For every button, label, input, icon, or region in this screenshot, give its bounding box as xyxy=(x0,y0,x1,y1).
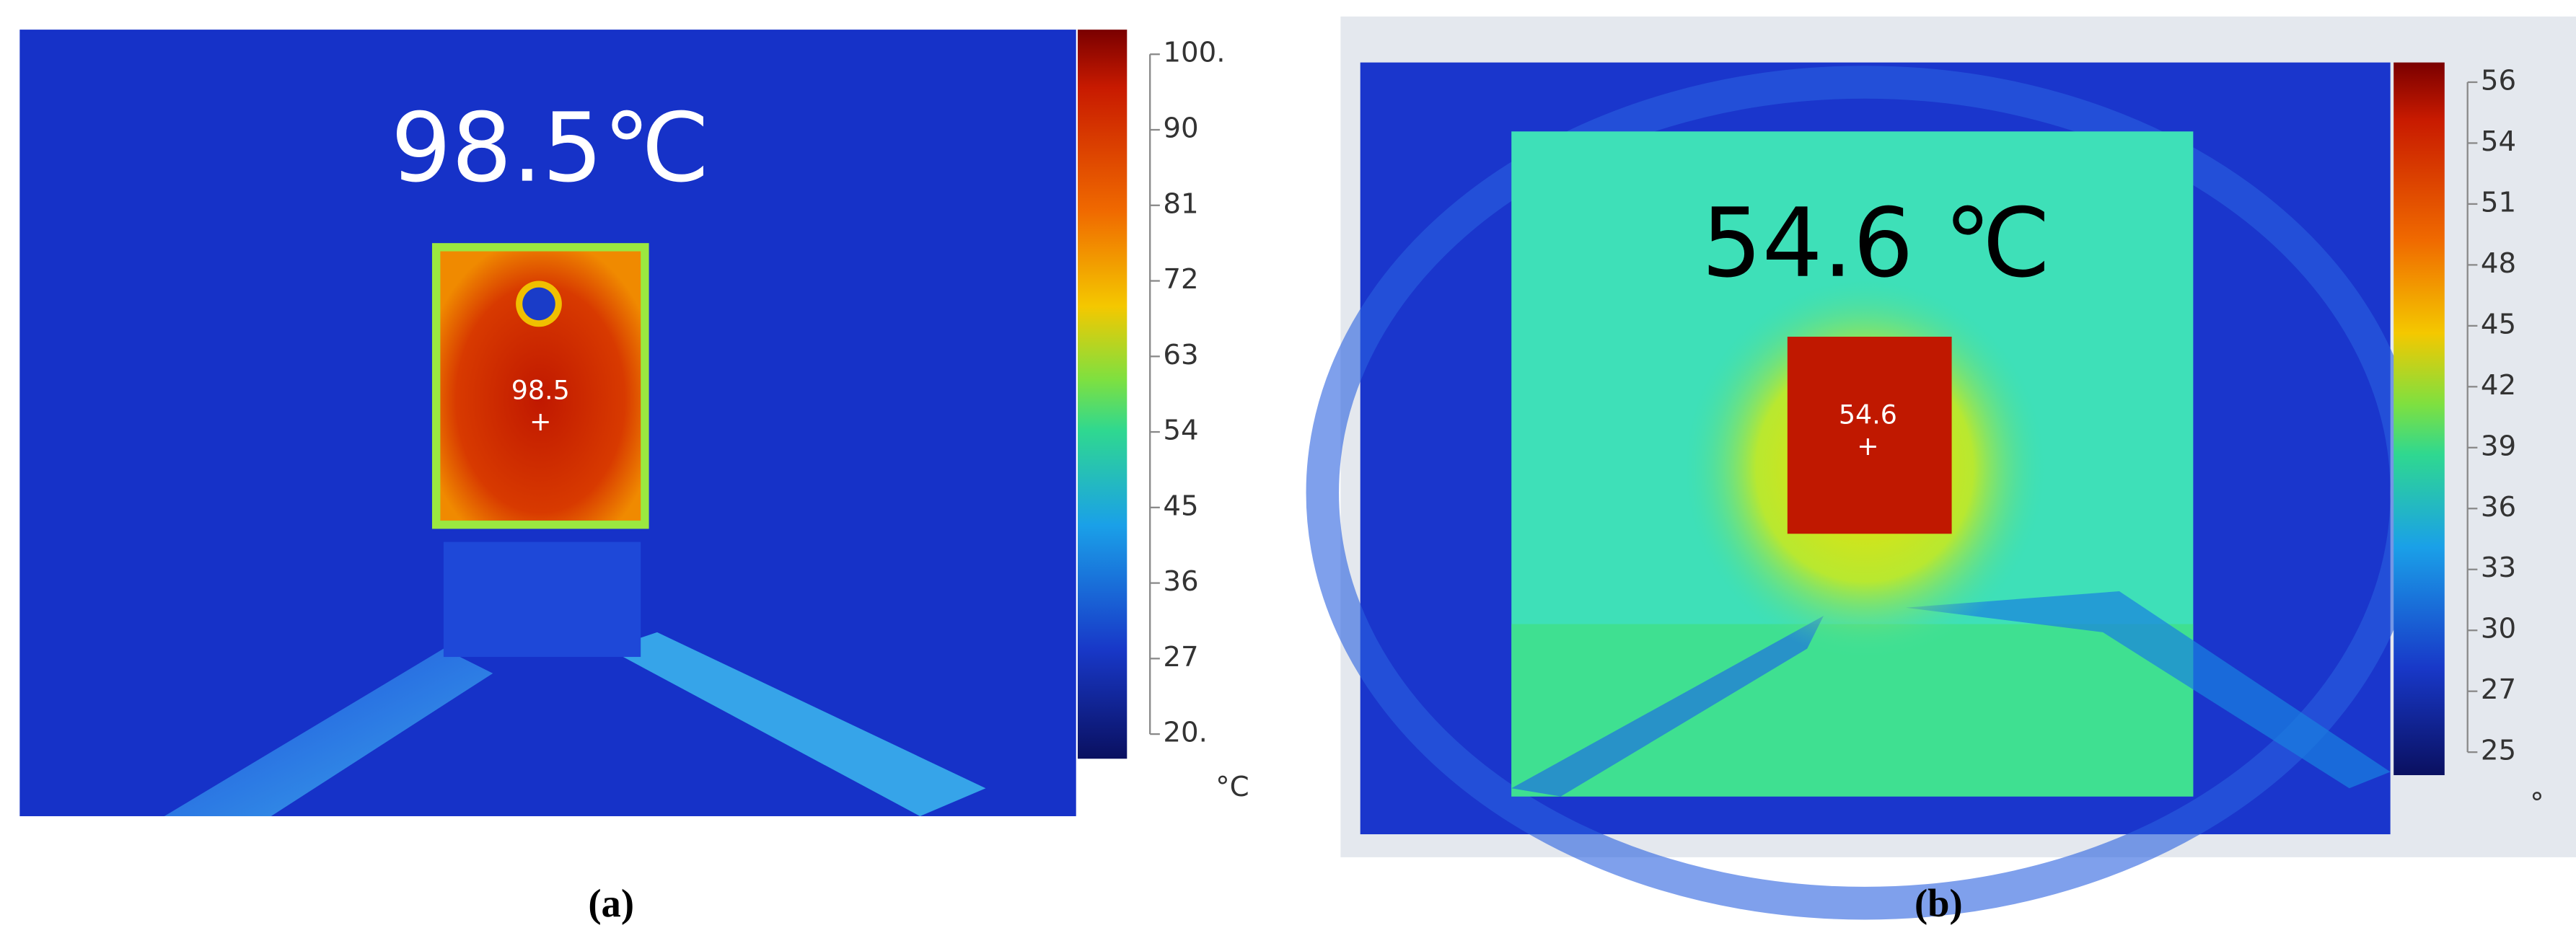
scale-label: 56 xyxy=(2481,64,2516,97)
caption-text: (a) xyxy=(588,881,634,925)
scale-label: 54 xyxy=(2481,125,2516,158)
scale-label: 51 xyxy=(2481,186,2516,218)
scale-label: 36 xyxy=(2481,491,2516,523)
scale-label: 45 xyxy=(2481,308,2516,340)
scale-label: 30 xyxy=(2481,613,2516,645)
scale-label: 25 xyxy=(2481,735,2516,767)
scale-label: 36 xyxy=(1163,565,1198,598)
caption: (a) xyxy=(588,881,634,925)
temperature-readout: 98.5℃ xyxy=(391,93,710,204)
caption: (b) xyxy=(1915,881,1963,925)
spot-marker: + xyxy=(529,406,552,437)
panel-b: 54.6 ℃ 54.6 + ° (b) xyxy=(1306,16,2576,925)
panel-a: 98.5℃ 98.5 + °C (a) xyxy=(19,30,1249,925)
scale-label: 45 xyxy=(1163,490,1198,522)
caption-text: (b) xyxy=(1915,881,1963,925)
scale-label: 42 xyxy=(2481,369,2516,402)
unit-label: ° xyxy=(2530,787,2544,820)
scale-label: 90 xyxy=(1163,112,1198,145)
cable xyxy=(1511,616,1824,797)
cable xyxy=(607,632,986,816)
temperature-readout: 54.6 ℃ xyxy=(1702,188,2051,299)
scale-label: 48 xyxy=(2481,247,2516,280)
cable xyxy=(164,648,493,816)
unit-label: °C xyxy=(1216,771,1249,803)
scale-label: 39 xyxy=(2481,430,2516,462)
color-bar xyxy=(1077,30,1127,759)
color-bar xyxy=(2393,62,2445,776)
leads xyxy=(443,541,641,658)
scale-label: 100. xyxy=(1163,37,1225,69)
scale-label: 33 xyxy=(2481,552,2516,584)
scale-label: 72 xyxy=(1163,263,1198,296)
scale-label: 27 xyxy=(1163,641,1198,673)
spot-value: 54.6 xyxy=(1839,399,1897,430)
spot-value: 98.5 xyxy=(511,375,570,406)
device-hot xyxy=(1787,336,1952,534)
scale-label: 54 xyxy=(1163,415,1198,447)
spot-marker: + xyxy=(1857,430,1879,461)
scale-label: 63 xyxy=(1163,339,1198,371)
scale-label: 81 xyxy=(1163,187,1198,220)
scale-label: 20. xyxy=(1163,717,1208,749)
hole xyxy=(522,287,555,321)
scale-label: 27 xyxy=(2481,673,2516,706)
